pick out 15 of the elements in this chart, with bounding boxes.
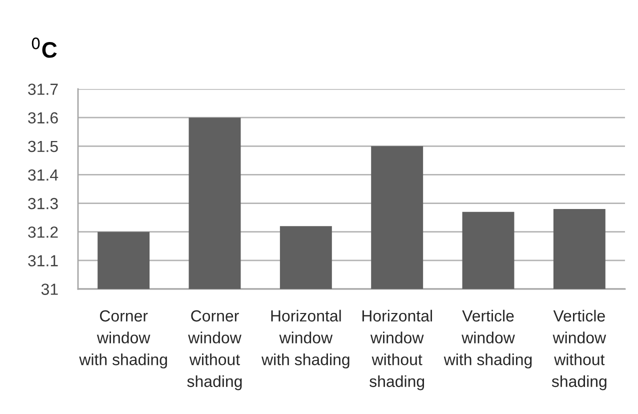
x-tick-label: Verticle window without shading bbox=[552, 310, 606, 390]
x-tick-label: Corner window with shading bbox=[79, 310, 167, 368]
y-tick-label: 31 bbox=[41, 284, 58, 295]
y-tick-label: 31.2 bbox=[28, 226, 58, 238]
y-tick-label: 31.4 bbox=[28, 169, 58, 181]
x-tick-label: Corner window without shading bbox=[187, 310, 242, 390]
y-tick-label: 31.5 bbox=[28, 140, 58, 152]
y-tick-label: 31.7 bbox=[28, 84, 58, 95]
x-tick-label: Horizontal window without shading bbox=[362, 310, 432, 390]
y-tick-label: 31.1 bbox=[28, 255, 58, 266]
y-tick-label: 31.6 bbox=[28, 112, 58, 124]
x-tick-label: Horizontal window with shading bbox=[262, 310, 350, 368]
y-axis-title: $^{0}$C bbox=[32, 38, 57, 58]
y-tick-label: 31.3 bbox=[28, 198, 58, 210]
x-tick-label: Verticle window with shading bbox=[444, 310, 532, 368]
